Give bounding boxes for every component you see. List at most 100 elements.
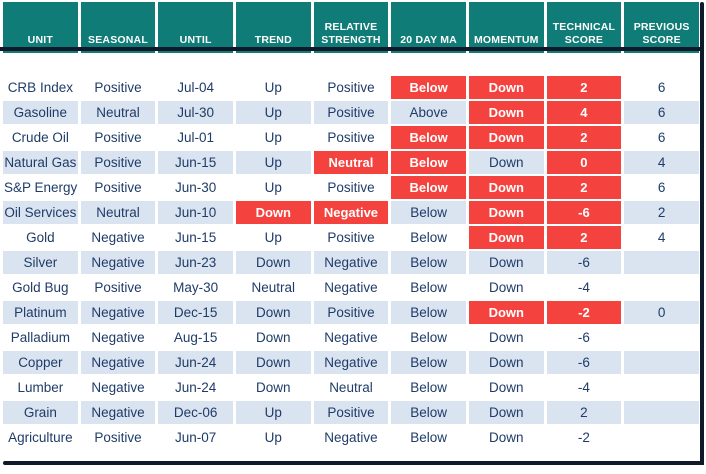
cell-unit: S&P Energy <box>3 176 78 199</box>
table-row: Copper Negative Jun-24 Down Negative Below Dow… <box>3 351 699 374</box>
cell-momentum: Down <box>468 251 544 274</box>
cell-unit: Platinum <box>3 301 78 324</box>
column-header-unit: UNIT <box>3 2 78 53</box>
cell-technical-score: -6 <box>546 201 622 224</box>
cell-relative-strength: Neutral <box>313 376 389 399</box>
cell-momentum: Down <box>468 276 544 299</box>
cell-until: Jun-24 <box>158 376 233 399</box>
cell-technical-score: -6 <box>546 251 622 274</box>
cell-relative-strength: Positive <box>313 401 389 424</box>
cell-technical-score: 2 <box>546 226 622 249</box>
spacer-row <box>3 55 699 74</box>
cell-trend: Up <box>235 76 311 99</box>
cell-unit: Silver <box>3 251 78 274</box>
cell-previous-score <box>624 401 699 424</box>
cell-previous-score: 6 <box>624 176 699 199</box>
cell-momentum: Down <box>468 426 544 449</box>
cell-previous-score <box>624 351 699 374</box>
cell-technical-score: 0 <box>546 151 622 174</box>
cell-until: Jul-01 <box>158 126 233 149</box>
spacer-cell <box>158 55 233 74</box>
spacer-cell <box>235 55 311 74</box>
cell-trend: Down <box>235 301 311 324</box>
cell-20-day-ma: Below <box>391 226 466 249</box>
spacer-cell <box>80 55 156 74</box>
cell-momentum: Down <box>468 401 544 424</box>
cell-technical-score: -6 <box>546 351 622 374</box>
column-header-until: UNTIL <box>158 2 233 53</box>
cell-momentum: Down <box>468 376 544 399</box>
column-header-relative-strength: RELATIVE STRENGTH <box>313 2 389 53</box>
cell-seasonal: Negative <box>80 326 156 349</box>
cell-unit: Copper <box>3 351 78 374</box>
cell-seasonal: Negative <box>80 376 156 399</box>
cell-relative-strength: Negative <box>313 326 389 349</box>
cell-previous-score: 4 <box>624 226 699 249</box>
column-header-seasonal: SEASONAL <box>80 2 156 53</box>
cell-seasonal: Positive <box>80 151 156 174</box>
cell-trend: Up <box>235 226 311 249</box>
cell-seasonal: Positive <box>80 76 156 99</box>
column-header-trend: TREND <box>235 2 311 53</box>
cell-until: Jun-10 <box>158 201 233 224</box>
cell-20-day-ma: Below <box>391 176 466 199</box>
cell-relative-strength: Negative <box>313 201 389 224</box>
cell-trend: Down <box>235 351 311 374</box>
spacer-cell <box>468 55 544 74</box>
cell-unit: Agriculture <box>3 426 78 449</box>
cell-trend: Down <box>235 201 311 224</box>
spacer-cell <box>391 55 466 74</box>
cell-relative-strength: Negative <box>313 276 389 299</box>
cell-until: Jun-15 <box>158 226 233 249</box>
cell-relative-strength: Positive <box>313 176 389 199</box>
cell-previous-score: 6 <box>624 101 699 124</box>
cell-20-day-ma: Below <box>391 326 466 349</box>
cell-previous-score <box>624 276 699 299</box>
cell-momentum: Down <box>468 151 544 174</box>
cell-technical-score: -2 <box>546 426 622 449</box>
cell-relative-strength: Positive <box>313 126 389 149</box>
cell-seasonal: Negative <box>80 401 156 424</box>
column-header-previous-score: PREVIOUS SCORE <box>624 2 699 53</box>
header-row: UNIT SEASONAL UNTIL TREND RELATIVE STRENGTH 2… <box>3 2 699 53</box>
cell-technical-score: -2 <box>546 301 622 324</box>
table-row: CRB Index Positive Jul-04 Up Positive Below Do… <box>3 76 699 99</box>
cell-until: Jul-04 <box>158 76 233 99</box>
cell-momentum: Down <box>468 101 544 124</box>
cell-momentum: Down <box>468 176 544 199</box>
cell-trend: Down <box>235 326 311 349</box>
cell-momentum: Down <box>468 126 544 149</box>
cell-previous-score: 4 <box>624 151 699 174</box>
header-underline <box>0 47 704 51</box>
cell-technical-score: 2 <box>546 176 622 199</box>
table-row: Oil Services Neutral Jun-10 Down Negative Bel… <box>3 201 699 224</box>
table-row: Lumber Negative Jun-24 Down Neutral Below Down… <box>3 376 699 399</box>
cell-technical-score: -4 <box>546 376 622 399</box>
cell-relative-strength: Neutral <box>313 151 389 174</box>
cell-relative-strength: Positive <box>313 226 389 249</box>
cell-seasonal: Negative <box>80 251 156 274</box>
cell-until: Jun-24 <box>158 351 233 374</box>
table-row: Silver Negative Jun-23 Down Negative Below Dow… <box>3 251 699 274</box>
spacer-cell <box>624 55 699 74</box>
cell-unit: Gold <box>3 226 78 249</box>
cell-seasonal: Negative <box>80 351 156 374</box>
cell-momentum: Down <box>468 351 544 374</box>
cell-until: Jun-07 <box>158 426 233 449</box>
table-row: Palladium Negative Aug-15 Down Negative Below… <box>3 326 699 349</box>
table-row: Gold Negative Jun-15 Up Positive Below Down 2 4 <box>3 226 699 249</box>
cell-seasonal: Negative <box>80 226 156 249</box>
table-row: Agriculture Positive Jun-07 Up Negative Below… <box>3 426 699 449</box>
cell-momentum: Down <box>468 201 544 224</box>
cell-momentum: Down <box>468 301 544 324</box>
spacer-cell <box>546 55 622 74</box>
cell-seasonal: Positive <box>80 276 156 299</box>
cell-seasonal: Neutral <box>80 101 156 124</box>
table-header: UNIT SEASONAL UNTIL TREND RELATIVE STRENGTH 2… <box>3 2 699 53</box>
cell-trend: Up <box>235 126 311 149</box>
cell-technical-score: 2 <box>546 126 622 149</box>
cell-unit: Grain <box>3 401 78 424</box>
cell-relative-strength: Positive <box>313 301 389 324</box>
cell-until: Jun-15 <box>158 151 233 174</box>
